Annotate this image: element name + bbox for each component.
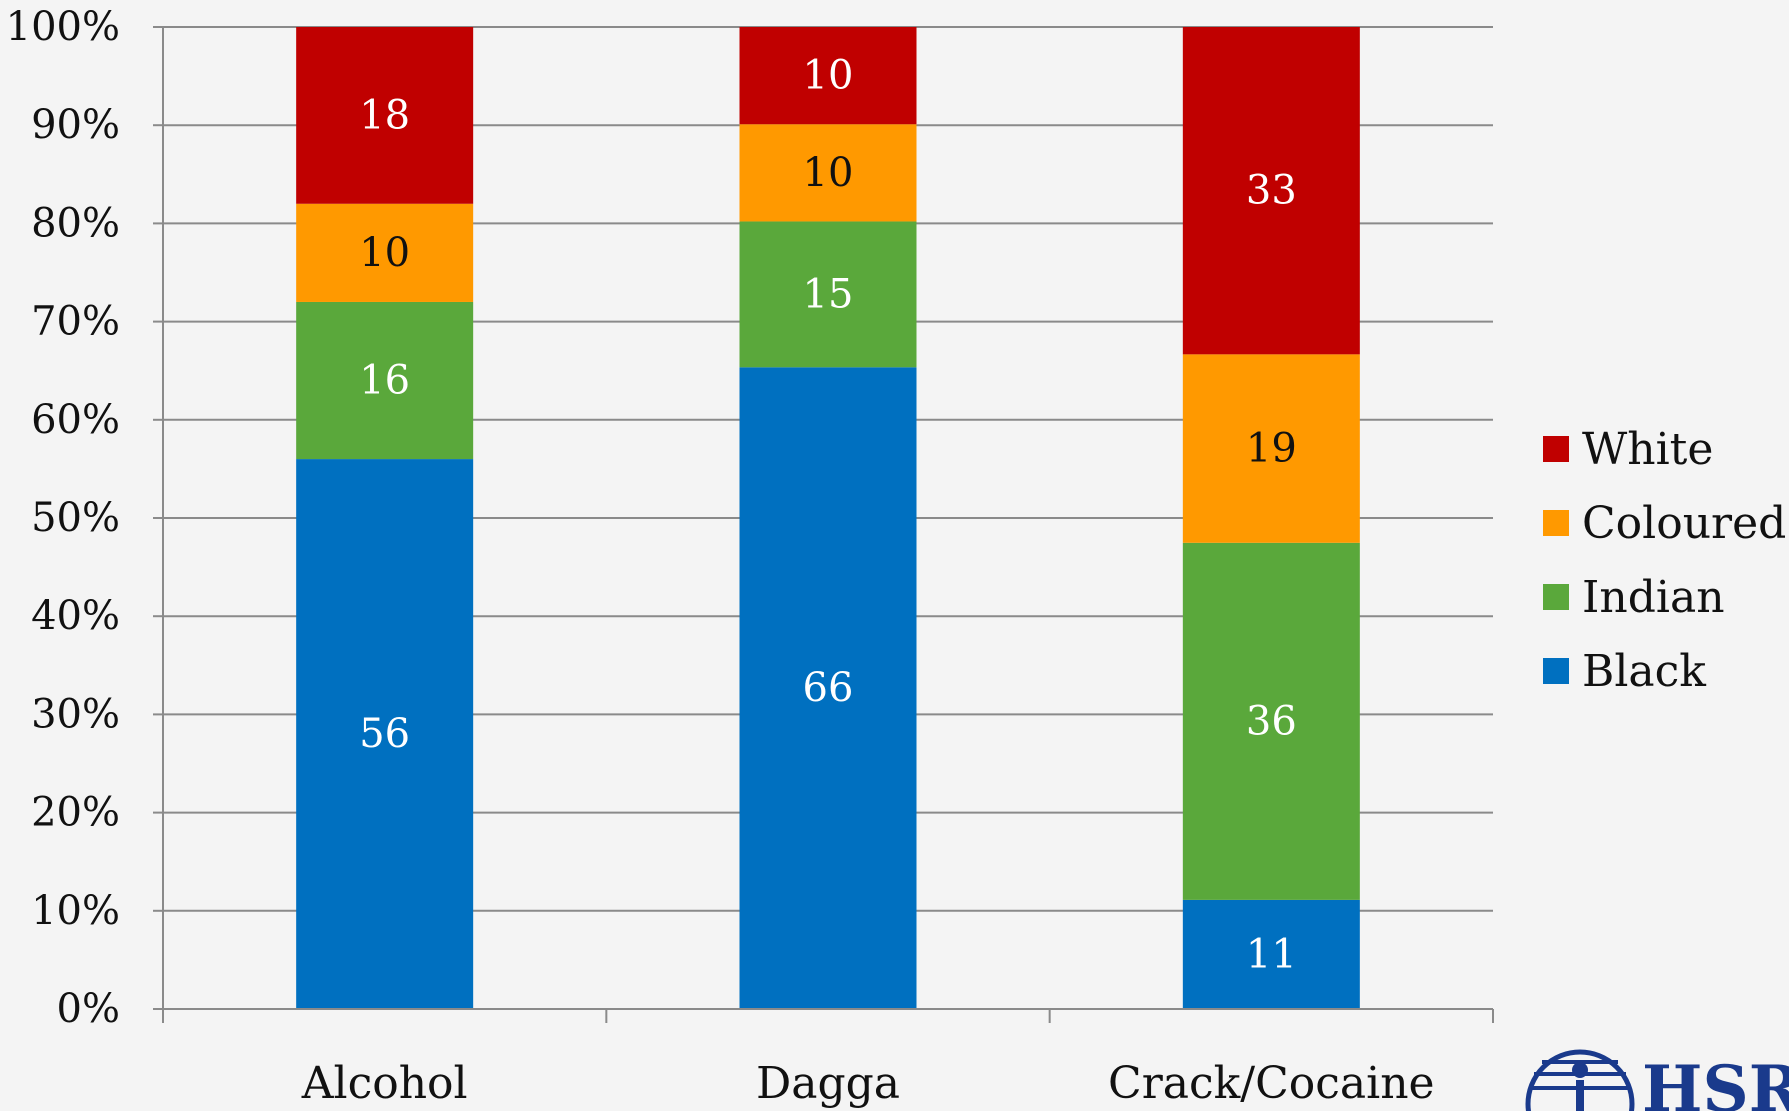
- data-label: 11: [1246, 931, 1297, 977]
- y-tick-label: 50%: [31, 495, 120, 541]
- x-axis: Alcohol Dagga Crack/Cocaine: [162, 1008, 1494, 1109]
- data-label: 66: [803, 665, 854, 711]
- data-label: 33: [1246, 168, 1297, 214]
- bar-segment: [1182, 899, 1360, 1009]
- legend-label: Indian: [1582, 572, 1725, 623]
- logo-text: HSRC: [1642, 1052, 1789, 1111]
- y-axis-ticks: 0% 10% 20% 30% 40% 50% 60% 70% 80% 90% 100%: [6, 4, 164, 1032]
- y-tick-label: 90%: [31, 102, 120, 148]
- y-tick-label: 80%: [31, 200, 120, 246]
- hsrc-logo: HSRC: [1525, 1049, 1789, 1111]
- data-label: 56: [359, 711, 410, 757]
- data-label: 10: [803, 150, 854, 196]
- x-category-label: Crack/Cocaine: [1108, 1058, 1435, 1109]
- legend-swatch: [1543, 436, 1569, 462]
- bar-segment: [739, 124, 917, 222]
- bar-segment: [1182, 542, 1360, 900]
- legend-swatch: [1543, 510, 1569, 536]
- bars: 56 16 10 18 66 15 10 10 11 36 19 33: [296, 27, 1360, 1010]
- y-tick-label: 100%: [6, 4, 120, 50]
- data-label: 15: [803, 271, 854, 317]
- data-label: 36: [1246, 698, 1297, 744]
- hsrc-globe-logo: [1525, 1049, 1635, 1111]
- data-label: 18: [359, 92, 410, 138]
- bar-segment: [296, 27, 474, 204]
- legend-swatch: [1543, 584, 1569, 610]
- legend-label: Coloured: [1582, 498, 1786, 549]
- y-tick-label: 70%: [31, 299, 120, 345]
- bar-segment: [1182, 27, 1360, 355]
- y-tick-label: 20%: [31, 790, 120, 836]
- y-tick-label: 30%: [31, 691, 120, 737]
- data-label: 10: [803, 53, 854, 99]
- x-category-label: Dagga: [756, 1058, 900, 1109]
- bar-segment: [296, 203, 474, 302]
- bar-segment: [739, 27, 917, 125]
- bar-segment: [296, 301, 474, 460]
- bar-segment: [296, 459, 474, 1010]
- legend-swatch: [1543, 658, 1569, 684]
- legend: White Coloured Indian Black: [1543, 424, 1786, 697]
- bar-segment: [739, 367, 917, 1010]
- data-label: 19: [1246, 426, 1297, 472]
- x-category-label: Alcohol: [301, 1058, 468, 1109]
- y-tick-label: 60%: [31, 397, 120, 443]
- bar-segment: [1182, 354, 1360, 543]
- legend-label: Black: [1582, 646, 1706, 697]
- data-label: 16: [359, 358, 410, 404]
- y-tick-label: 0%: [57, 986, 120, 1032]
- bar-segment: [739, 221, 917, 368]
- legend-label: White: [1582, 424, 1713, 475]
- y-tick-label: 10%: [31, 888, 120, 934]
- data-label: 10: [359, 230, 410, 276]
- y-tick-label: 40%: [31, 593, 120, 639]
